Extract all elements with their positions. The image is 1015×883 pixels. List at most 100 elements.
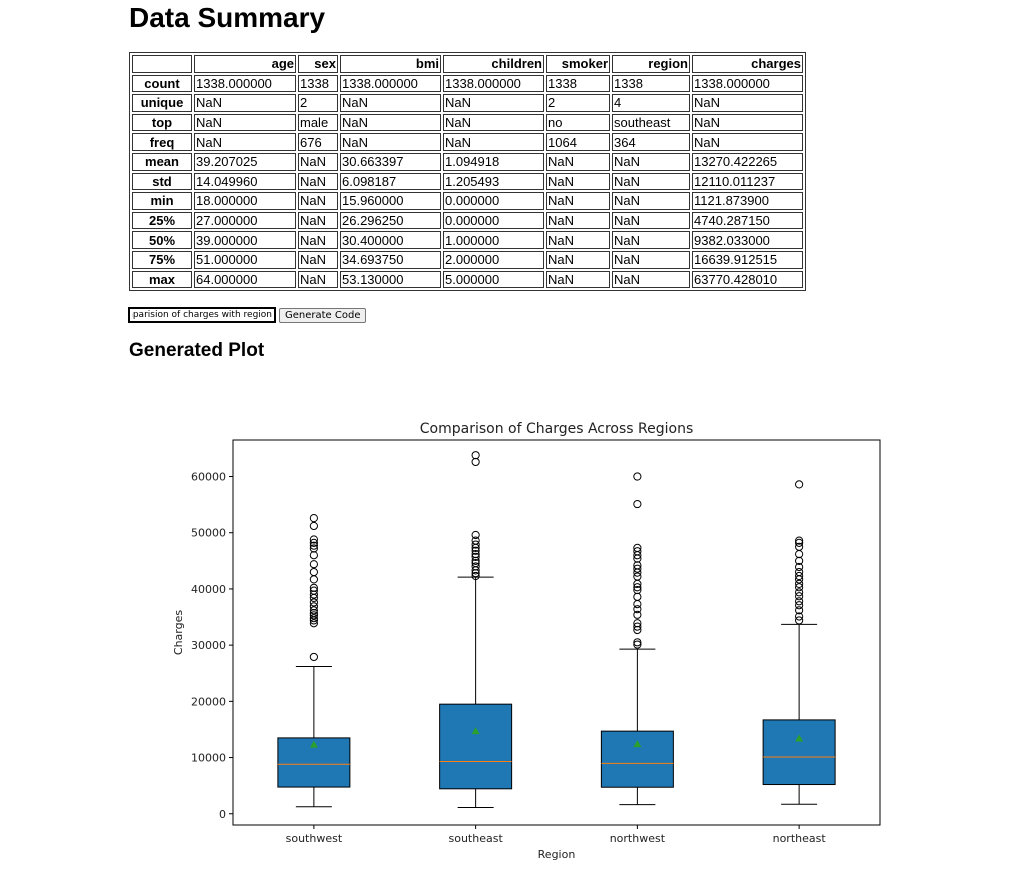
- row-label: 50%: [132, 231, 192, 249]
- column-header: charges: [692, 55, 803, 73]
- column-header: sex: [298, 55, 338, 73]
- box-southwest: [277, 514, 351, 808]
- outlier-point: [633, 600, 642, 609]
- query-input[interactable]: [128, 307, 276, 323]
- outlier-point: [795, 606, 804, 615]
- plot-frame: [232, 439, 881, 826]
- outlier-point: [309, 602, 318, 611]
- outlier-point: [471, 457, 480, 467]
- table-cell: NaN: [443, 113, 544, 132]
- outlier-point: [309, 538, 318, 547]
- table-cell: 5.000000: [443, 270, 544, 289]
- outlier-point: [795, 601, 804, 610]
- table-cell: 0.000000: [443, 211, 544, 230]
- column-header: smoker: [546, 55, 610, 73]
- table-cell: NaN: [612, 211, 690, 230]
- outlier-point: [309, 535, 318, 544]
- table-cell: 0.000000: [443, 192, 544, 210]
- outlier-point: [633, 547, 642, 556]
- outlier-point: [795, 538, 804, 547]
- outlier-point: [471, 546, 480, 555]
- table-cell: 63770.428010: [692, 270, 803, 289]
- table-cell: NaN: [612, 192, 690, 210]
- table-cell: NaN: [546, 152, 610, 171]
- table-cell: 53.130000: [340, 270, 441, 289]
- chart-title: Comparison of Charges Across Regions: [420, 421, 694, 437]
- outlier-point: [795, 567, 804, 577]
- table-cell: 6.098187: [340, 172, 441, 191]
- iqr-box: [600, 730, 674, 788]
- table-cell: 39.207025: [194, 152, 296, 171]
- table-cell: NaN: [546, 192, 610, 210]
- table-header-row: age sex bmi children smoker region charg…: [132, 55, 803, 73]
- outlier-point: [633, 585, 642, 595]
- table-cell: 16639.912515: [692, 250, 803, 269]
- table-cell: NaN: [298, 270, 338, 289]
- table-cell: 12110.011237: [692, 172, 803, 191]
- x-tick-label: northwest: [610, 832, 666, 845]
- outlier-point: [633, 605, 642, 614]
- table-row: mean 39.207025 NaN 30.663397 1.094918 Na…: [132, 152, 803, 171]
- table-cell: NaN: [194, 113, 296, 132]
- table-row: 50% 39.000000 NaN 30.400000 1.000000 NaN…: [132, 231, 803, 249]
- outlier-point: [633, 472, 642, 481]
- outlier-point: [795, 592, 804, 601]
- iqr-box: [439, 703, 513, 790]
- table-row: std 14.049960 NaN 6.098187 1.205493 NaN …: [132, 172, 803, 191]
- row-label: unique: [132, 94, 192, 112]
- table-cell: 364: [612, 133, 690, 151]
- table-cell: NaN: [443, 133, 544, 151]
- y-tick-label: 50000: [191, 527, 226, 540]
- outlier-point: [795, 542, 804, 551]
- table-cell: 4: [612, 94, 690, 112]
- outlier-point: [795, 536, 804, 545]
- outlier-point: [309, 614, 318, 623]
- x-axis-label: Region: [538, 848, 576, 861]
- table-cell: 1338.000000: [194, 74, 296, 93]
- table-cell: 1121.873900: [692, 192, 803, 210]
- table-cell: NaN: [340, 113, 441, 132]
- outlier-point: [309, 544, 318, 553]
- table-cell: 2.000000: [443, 250, 544, 269]
- table-cell: 30.663397: [340, 152, 441, 171]
- table-cell: NaN: [298, 172, 338, 191]
- table-cell: NaN: [298, 231, 338, 249]
- outlier-point: [633, 572, 642, 581]
- outlier-point: [309, 619, 318, 628]
- outlier-point: [633, 583, 642, 592]
- outlier-point: [309, 598, 318, 607]
- table-cell: NaN: [692, 133, 803, 151]
- summary-table: age sex bmi children smoker region charg…: [129, 52, 806, 292]
- outlier-point: [471, 549, 480, 559]
- table-cell: 13270.422265: [692, 152, 803, 171]
- table-cell: 1338: [546, 74, 610, 93]
- column-header: bmi: [340, 55, 441, 73]
- outlier-point: [309, 586, 318, 595]
- outlier-point: [309, 567, 318, 577]
- outlier-point: [471, 558, 480, 568]
- outlier-point: [471, 571, 480, 581]
- table-cell: 18.000000: [194, 192, 296, 210]
- outlier-point: [633, 543, 642, 553]
- outlier-point: [795, 612, 804, 621]
- outlier-point: [795, 480, 804, 489]
- table-row: count 1338.000000 1338 1338.000000 1338.…: [132, 74, 803, 93]
- outlier-point: [795, 588, 804, 597]
- table-cell: 9382.033000: [692, 231, 803, 249]
- column-header: children: [443, 55, 544, 73]
- mean-marker: [633, 740, 642, 748]
- table-row: freq NaN 676 NaN NaN 1064 364 NaN: [132, 133, 803, 151]
- generate-code-button[interactable]: Generate Code: [279, 308, 367, 323]
- outlier-point: [795, 597, 804, 606]
- table-cell: no: [546, 113, 610, 132]
- outlier-point: [471, 552, 480, 562]
- mean-marker: [309, 740, 318, 748]
- y-tick-label: 20000: [191, 695, 226, 708]
- outlier-point: [471, 540, 480, 549]
- outlier-point: [309, 611, 318, 620]
- outlier-point: [795, 571, 804, 581]
- table-cell: 1.094918: [443, 152, 544, 171]
- table-cell: 1064: [546, 133, 610, 151]
- table-row: max 64.000000 NaN 53.130000 5.000000 NaN…: [132, 270, 803, 289]
- table-cell: NaN: [546, 172, 610, 191]
